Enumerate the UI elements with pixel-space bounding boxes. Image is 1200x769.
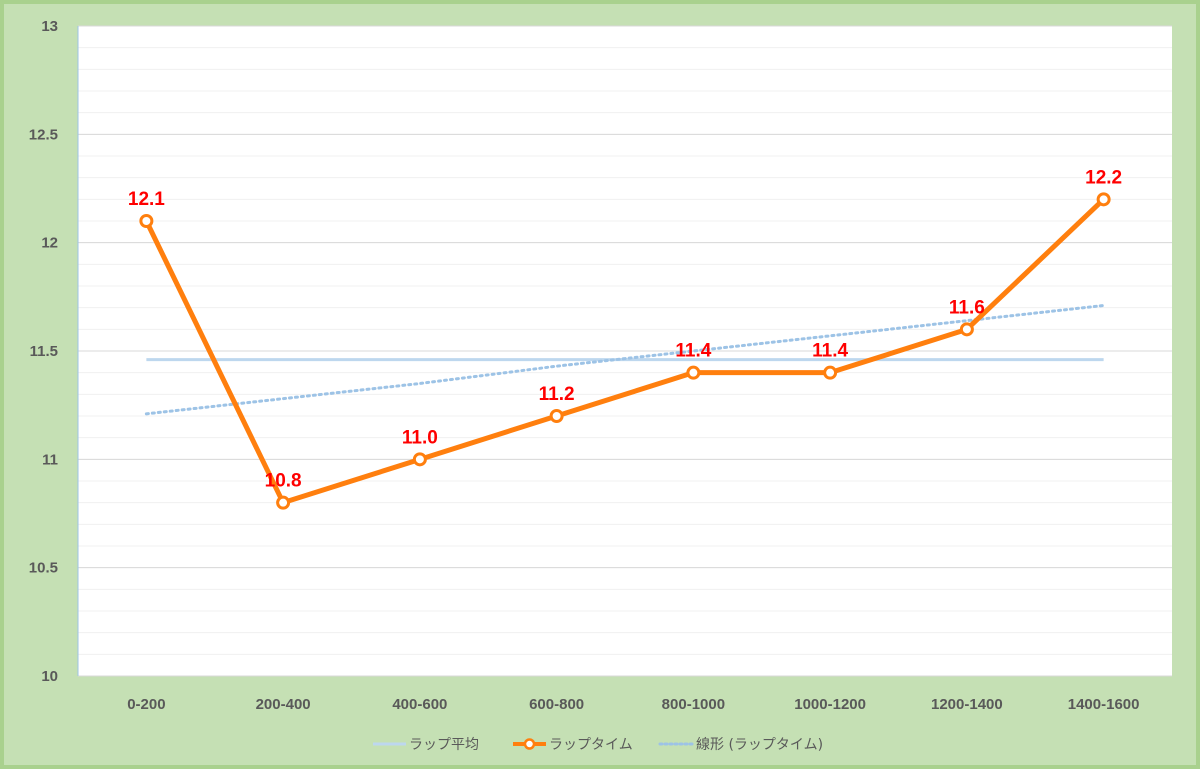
data-label: 11.4: [675, 341, 711, 362]
x-tick-label: 200-400: [256, 696, 311, 713]
data-label: 11.0: [402, 427, 438, 448]
x-tick-label: 800-1000: [662, 696, 725, 713]
data-label: 12.1: [128, 189, 165, 210]
lap-time-point: [549, 409, 564, 423]
legend-marker-lap-time: [523, 738, 536, 750]
lap-time-point: [412, 452, 427, 467]
lap-time-point: [139, 214, 154, 228]
y-tick-label: 10: [41, 668, 58, 685]
data-label: 10.8: [265, 471, 302, 492]
y-tick-label: 11: [42, 451, 58, 468]
lap-time-point: [1096, 192, 1111, 207]
data-label: 11.4: [812, 341, 848, 362]
y-tick-label: 13: [41, 18, 58, 35]
lap-time-point: [959, 322, 974, 337]
x-tick-label: 400-600: [392, 696, 447, 713]
y-tick-label: 12: [41, 235, 58, 252]
trend-series-line: [144, 304, 1106, 416]
lap-time-point: [823, 365, 838, 380]
y-tick-label: 12.5: [29, 126, 58, 143]
y-tick-label: 11.5: [30, 343, 58, 360]
lap-time-series-line: [144, 197, 1106, 506]
x-tick-label: 1000-1200: [794, 696, 866, 713]
legend-label: 線形 (ラップタイム): [696, 737, 823, 753]
x-tick-label: 1200-1400: [931, 696, 1003, 713]
legend-label: ラップタイム: [549, 737, 633, 753]
lap-time-point: [276, 495, 291, 510]
x-tick-label: 0-200: [127, 696, 165, 713]
data-label: 11.2: [539, 384, 575, 405]
data-label: 11.6: [949, 297, 985, 318]
legend-label: ラップ平均: [409, 737, 479, 753]
lap-time-point: [686, 365, 701, 380]
x-tick-label: 1400-1600: [1068, 696, 1140, 713]
x-tick-label: 600-800: [529, 696, 584, 713]
y-tick-label: 10.5: [29, 560, 58, 577]
data-label: 12.2: [1085, 167, 1122, 188]
